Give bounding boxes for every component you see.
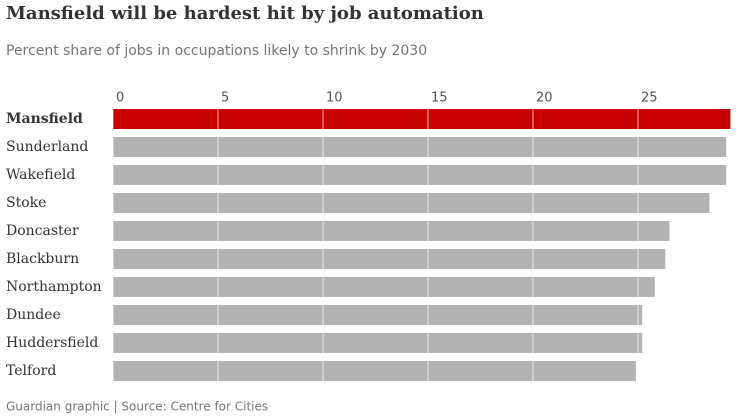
x-tick-label: 0 [116,91,124,106]
y-tick-label: Stoke [6,195,46,211]
x-tick-label: 25 [641,91,658,106]
bar [113,221,670,241]
y-tick-label: Wakefield [6,167,75,183]
y-tick-label: Huddersfield [6,335,98,351]
y-tick-label: Mansfield [6,111,83,127]
y-tick-label: Sunderland [6,139,88,155]
y-tick-label: Telford [6,363,56,379]
bar [113,137,727,157]
x-tick-label: 20 [536,91,553,106]
bar [113,333,643,353]
bar [113,277,655,297]
bar [113,361,636,381]
x-tick-label: 15 [431,91,448,106]
x-tick-label: 10 [326,91,343,106]
x-tick-label: 5 [221,91,229,106]
bar [113,193,710,213]
chart-title: Mansfield will be hardest hit by job aut… [6,3,484,24]
source: Guardian graphic | Source: Centre for Ci… [6,400,268,414]
chart-subtitle: Percent share of jobs in occupations lik… [6,43,427,59]
bar [113,165,727,185]
bar [113,249,666,269]
y-tick-label: Doncaster [6,223,79,239]
bar [113,305,643,325]
bar [113,109,731,129]
y-tick-label: Northampton [6,279,102,295]
y-tick-label: Dundee [6,307,61,323]
y-tick-label: Blackburn [6,251,79,267]
